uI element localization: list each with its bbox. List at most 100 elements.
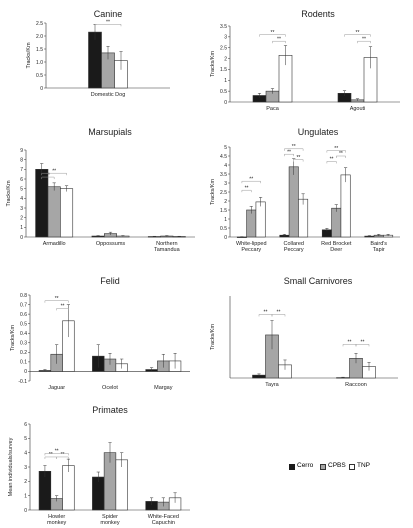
felid-y-tick-label: 0.6 — [20, 312, 27, 318]
canine-y-tick-label: 0 — [40, 86, 43, 92]
marsupials-bar-cpbs — [47, 186, 61, 238]
small-carnivores-significance-star: ** — [277, 310, 281, 316]
ungulates-y-tick-label: 3 — [224, 181, 227, 187]
rodents-significance-star: ** — [277, 36, 281, 42]
marsupials-y-tick-label: 7 — [20, 167, 23, 173]
legend: Cerro CPBS TNP — [289, 462, 409, 474]
canine-category-label: Domestic Dog — [91, 92, 126, 98]
ungulates-bar-cpbs — [331, 207, 342, 238]
primates-significance-star: ** — [55, 449, 59, 455]
rodents-significance-star: ** — [362, 36, 366, 42]
ungulates-y-label: Tracks/Km — [210, 179, 216, 205]
ungulates-category-label: Peccary — [241, 247, 261, 253]
ungulates-significance-star: ** — [249, 176, 253, 182]
rodents-category-label: Agouti — [350, 106, 366, 112]
felid-y-tick-label: 0.1 — [20, 360, 27, 366]
rodents-y-tick-label: 1 — [224, 78, 227, 84]
marsupials-y-tick-label: 6 — [20, 177, 23, 183]
ungulates-category-label: Red Brocket — [321, 241, 352, 247]
marsupials-category-label: Oppossums — [96, 241, 126, 247]
marsupials-category-label: Tamandua — [154, 247, 181, 253]
ungulates-y-tick-label: 0.5 — [220, 226, 227, 232]
canine-y-tick-label: 1.0 — [36, 60, 43, 66]
primates-y-tick-label: 5 — [24, 436, 27, 442]
felid-y-tick-label: 0.4 — [20, 331, 27, 337]
rodents-significance-star: ** — [271, 30, 275, 36]
ungulates-significance-bracket — [241, 189, 252, 193]
primates-category-label: White-Faced — [148, 514, 179, 520]
primates-y-tick-label: 1 — [24, 493, 27, 499]
legend-label-cpbs: CPBS — [328, 462, 346, 469]
ungulates-bar-tnp — [255, 201, 266, 238]
canine-significance-star: ** — [106, 20, 110, 26]
small-carnivores-significance-bracket — [355, 344, 370, 347]
canine-y-tick-label: 1.5 — [36, 47, 43, 53]
rodents-significance-bracket — [259, 34, 286, 37]
marsupials-significance-bracket — [41, 172, 67, 176]
ungulates-significance-bracket — [284, 153, 294, 157]
felid-y-tick-label: 0.8 — [20, 293, 27, 299]
small-carnivores-title: Small Carnivores — [284, 276, 353, 286]
ungulates-significance-bracket — [284, 148, 304, 151]
marsupials-y-tick-label: 1 — [20, 225, 23, 231]
ungulates-category-label: Peccary — [284, 247, 304, 253]
ungulates-y-tick-label: 4 — [224, 163, 227, 169]
ungulates-bar-cerro — [236, 236, 247, 238]
primates-bar-cerro — [38, 470, 52, 511]
rodents-y-tick-label: 1.5 — [220, 67, 227, 73]
marsupials-y-label: Tracks/Km — [6, 180, 12, 206]
small-carnivores-category-label: Tayra — [265, 382, 279, 388]
ungulates-y-tick-label: 0 — [224, 235, 227, 241]
marsupials-category-label: Northern — [156, 241, 177, 247]
felid-y-tick-label: 0.7 — [20, 302, 27, 308]
primates-category-label: Howler — [48, 514, 65, 520]
marsupials-significance-star: ** — [52, 168, 56, 174]
felid-category-label: Jaguar — [48, 385, 65, 391]
felid-y-tick-label: 0.5 — [20, 321, 27, 327]
ungulates-y-tick-label: 4.5 — [220, 154, 227, 160]
rodents-significance-bracket — [272, 40, 286, 44]
marsupials-title: Marsupials — [88, 127, 132, 137]
ungulates-significance-star: ** — [287, 149, 291, 155]
rodents-y-tick-label: 3 — [224, 35, 227, 41]
legend-swatch-tnp — [349, 464, 355, 470]
rodents-significance-bracket — [344, 34, 371, 37]
ungulates-category-label: Baird's — [370, 241, 387, 247]
marsupials-category-label: Armadillo — [43, 241, 66, 247]
primates-y-tick-label: 4 — [24, 450, 27, 456]
ungulates-significance-bracket — [326, 161, 337, 164]
ungulates-category-label: Collared — [284, 241, 304, 247]
marsupials-y-tick-label: 5 — [20, 186, 23, 192]
marsupials-y-tick-label: 9 — [20, 148, 23, 154]
felid-significance-star: ** — [61, 304, 65, 310]
rodents-y-tick-label: 0 — [224, 100, 227, 106]
marsupials-y-tick-label: 2 — [20, 215, 23, 221]
marsupials-bar-tnp — [60, 188, 74, 238]
small-carnivores-significance-star: ** — [264, 310, 268, 316]
ungulates-y-tick-label: 2.5 — [220, 190, 227, 196]
felid-y-tick-label: 0 — [24, 369, 27, 375]
marsupials-y-tick-label: 3 — [20, 206, 23, 212]
ungulates-bar-cpbs — [288, 166, 299, 238]
legend-label-cerro: Cerro — [297, 462, 314, 469]
primates-significance-bracket — [44, 453, 69, 456]
ungulates-significance-star: ** — [330, 157, 334, 163]
small-carnivores-significance-star: ** — [361, 340, 365, 346]
felid-category-label: Ocelot — [102, 385, 118, 391]
rodents-y-tick-label: 0.5 — [220, 89, 227, 95]
marsupials-y-tick-label: 8 — [20, 157, 23, 163]
ungulates-significance-bracket — [293, 159, 304, 162]
primates-y-tick-label: 0 — [24, 508, 27, 514]
canine-bar-cerro — [88, 31, 102, 89]
legend-swatch-cerro — [289, 464, 295, 470]
canine-y-label: Tracks/Km — [26, 42, 32, 68]
felid-significance-star: ** — [55, 296, 59, 302]
ungulates-category-label: White-lipped — [236, 241, 267, 247]
ungulates-bar-tnp — [298, 198, 309, 238]
ungulates-significance-star: ** — [296, 155, 300, 161]
ungulates-y-tick-label: 3.5 — [220, 172, 227, 178]
primates-significance-star: ** — [49, 452, 53, 458]
felid-y-tick-label: -0.1 — [18, 379, 27, 385]
felid-category-label: Margay — [154, 385, 173, 391]
